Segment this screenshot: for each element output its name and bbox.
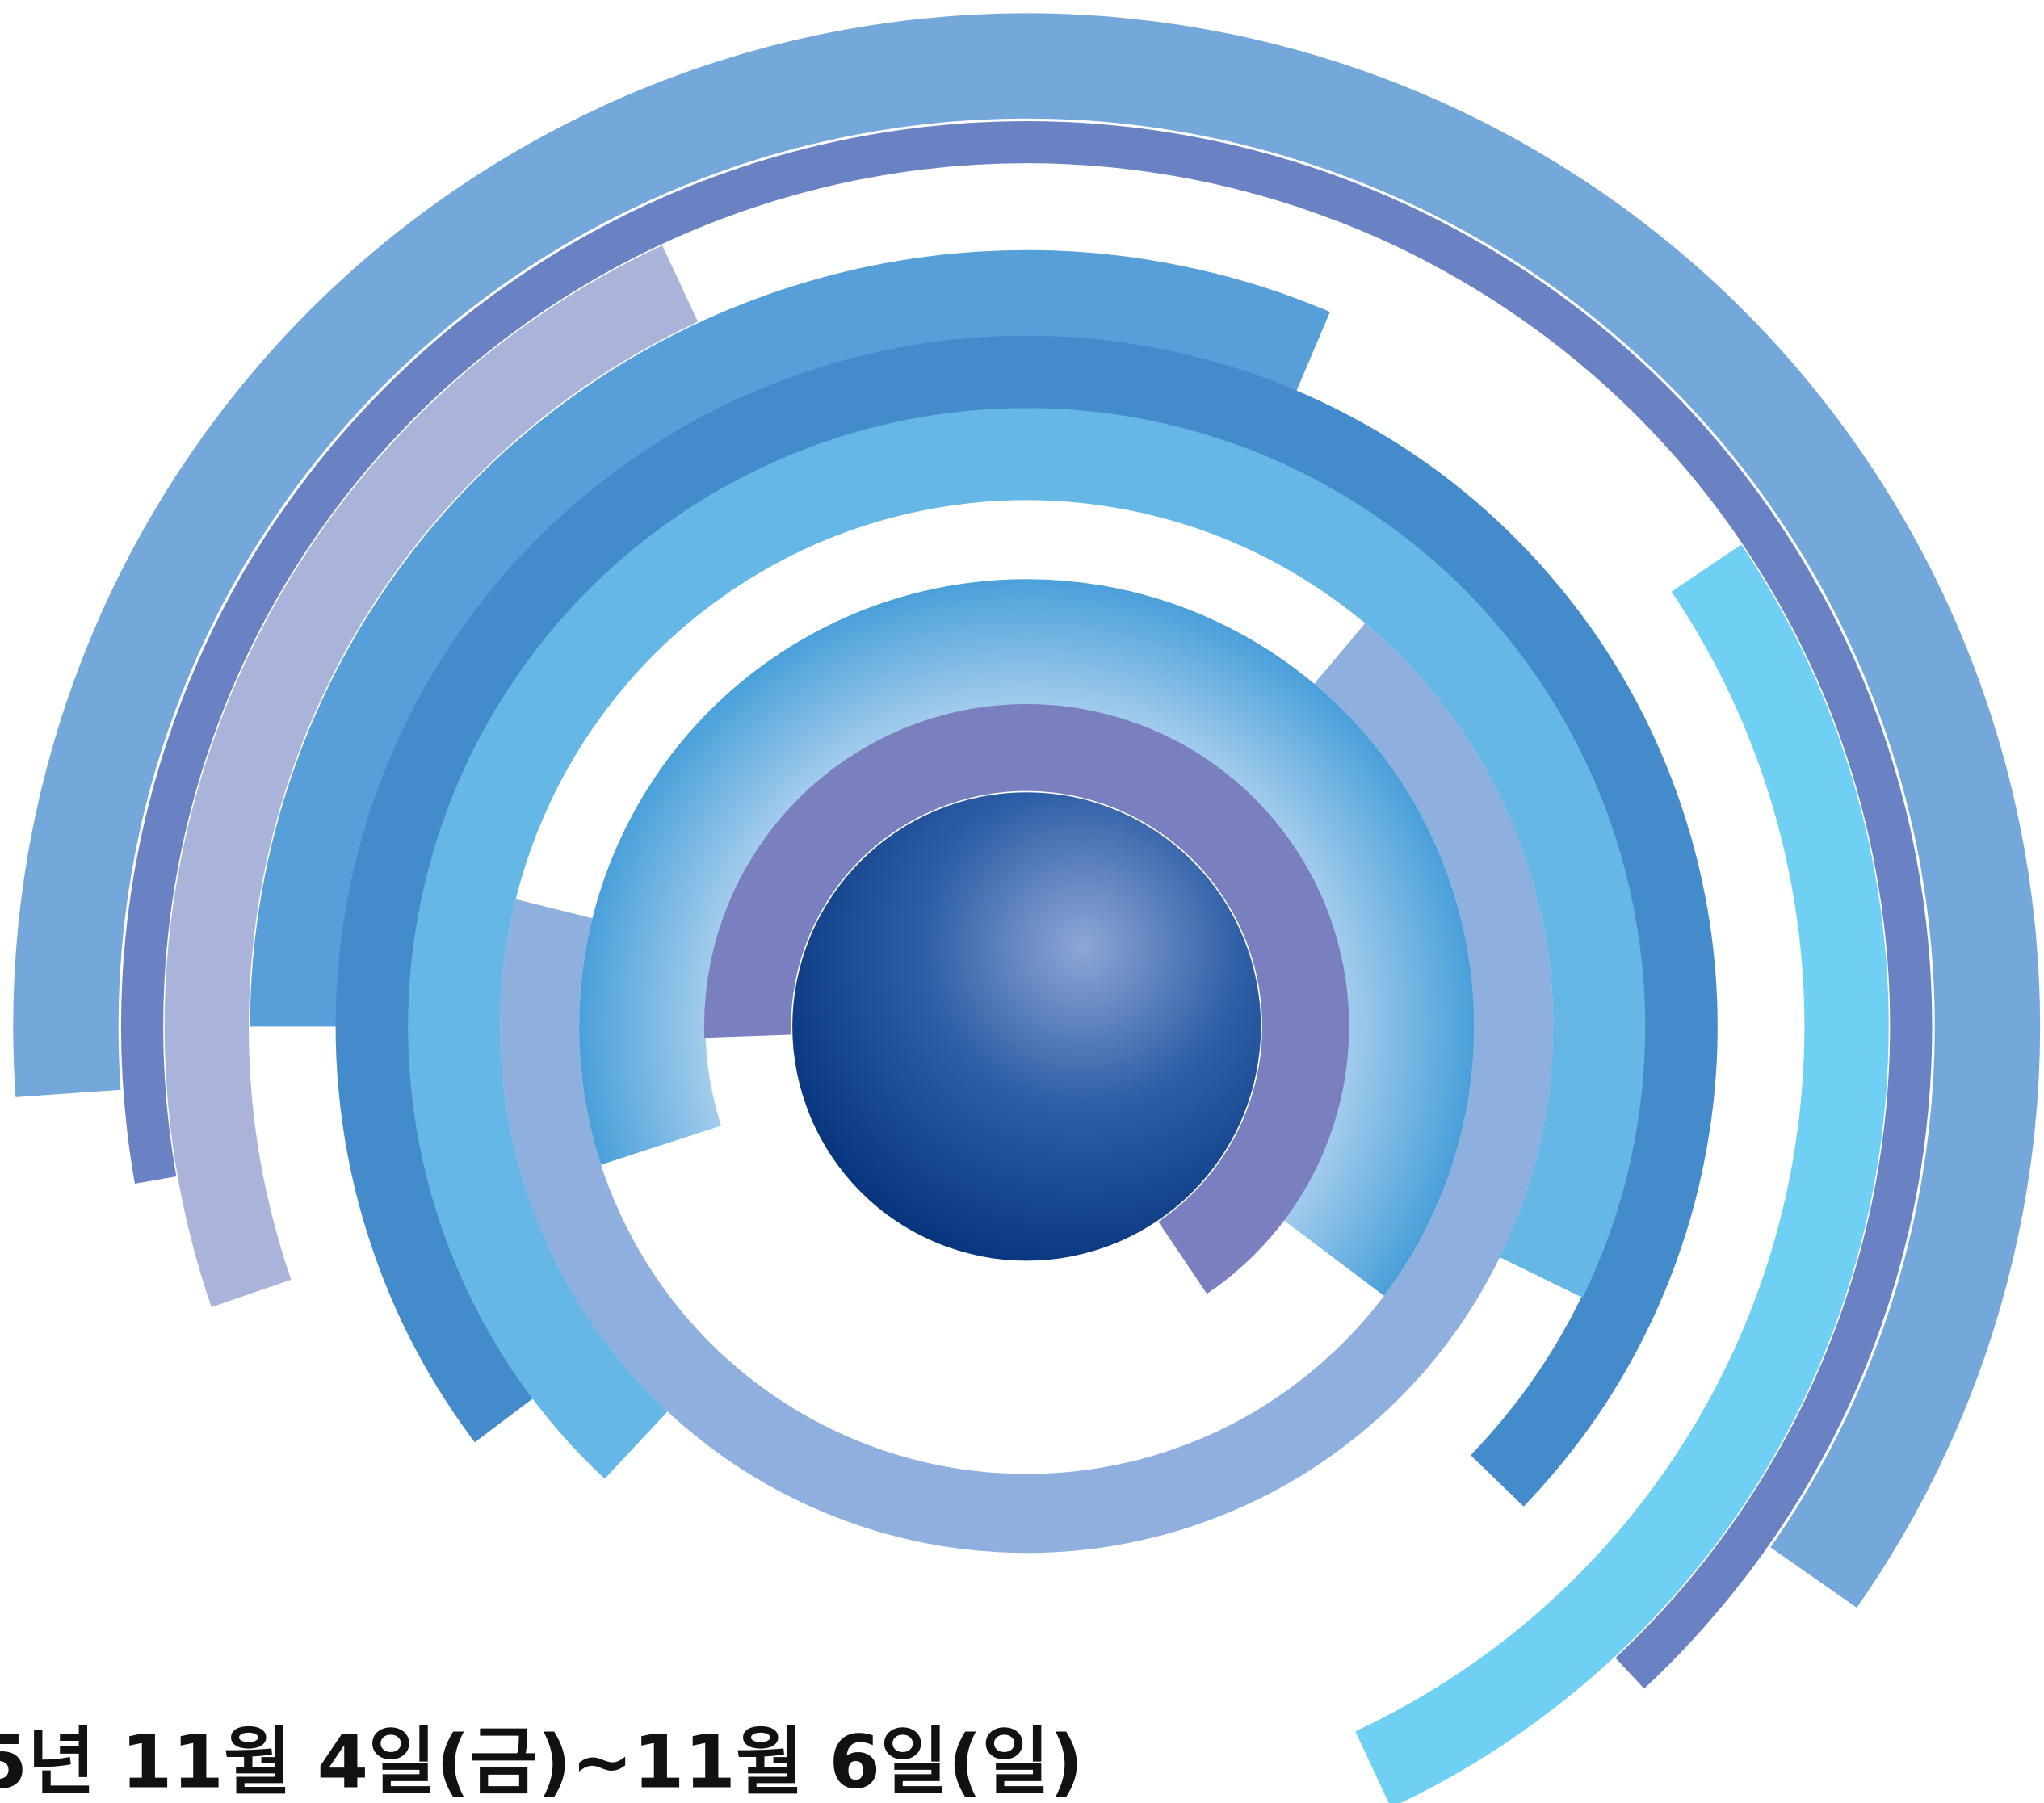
blue-ring bbox=[250, 249, 1330, 1027]
pale-ring bbox=[500, 623, 1554, 1554]
thin-ring bbox=[120, 121, 1933, 1689]
cyan-ring bbox=[1355, 544, 1889, 1803]
date-text: 5년 11월 4일(금)~11월 6일(일) bbox=[0, 1718, 1083, 1803]
sphere bbox=[792, 792, 1261, 1261]
light-blue-ring bbox=[408, 408, 1646, 1479]
outer-ring bbox=[13, 13, 2041, 1608]
dark-blue-ring bbox=[335, 335, 1718, 1507]
purple-ring bbox=[703, 704, 1349, 1294]
rings bbox=[13, 13, 2041, 1803]
glow-ring bbox=[579, 579, 1475, 1296]
lavender-ring bbox=[164, 245, 699, 1307]
